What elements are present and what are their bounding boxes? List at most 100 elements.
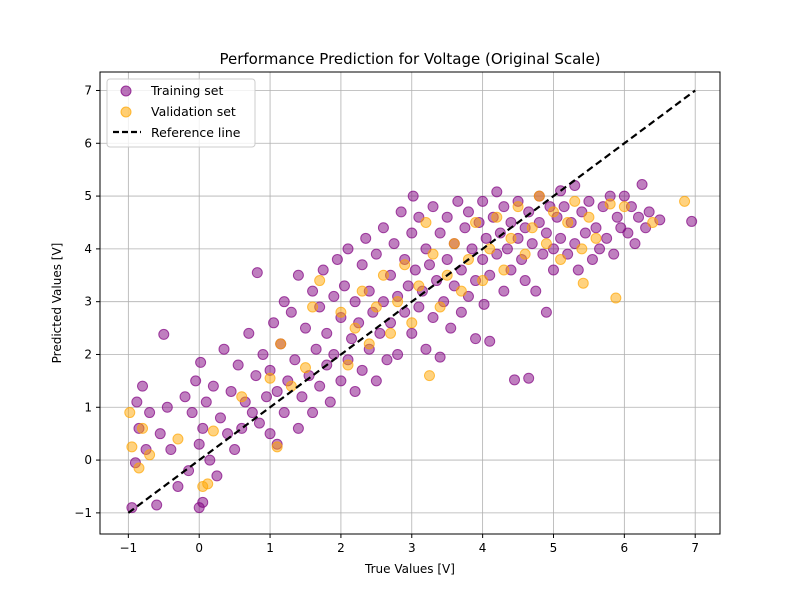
validation-point [434, 301, 446, 313]
validation-point [342, 359, 354, 371]
validation-point [562, 216, 574, 228]
training-point [420, 343, 432, 355]
training-point [601, 232, 613, 244]
validation-point [299, 362, 311, 374]
training-point [328, 290, 340, 302]
validation-point [137, 422, 149, 434]
training-point [583, 195, 595, 207]
y-tick-label: 6 [84, 136, 92, 150]
x-tick-label: 3 [408, 541, 416, 555]
training-point [498, 285, 510, 297]
training-point [328, 348, 340, 360]
training-point [307, 285, 319, 297]
training-point [197, 422, 209, 434]
training-point [392, 348, 404, 360]
training-point [285, 306, 297, 318]
y-tick-label: −1 [74, 506, 92, 520]
training-point [462, 206, 474, 218]
training-point [218, 343, 230, 355]
training-point [243, 327, 255, 339]
validation-point [399, 259, 411, 271]
training-point [611, 211, 623, 223]
training-point [154, 428, 166, 440]
reference-line [127, 89, 696, 514]
x-axis-label: True Values [V] [364, 562, 455, 576]
training-point [349, 296, 361, 308]
training-point [586, 253, 598, 265]
training-point [179, 391, 191, 403]
training-point [399, 306, 411, 318]
validation-point [477, 275, 489, 287]
training-point [331, 253, 343, 265]
validation-point [207, 425, 219, 437]
training-point [608, 248, 620, 260]
training-point [268, 317, 280, 329]
training-point [137, 380, 149, 392]
training-point [480, 232, 492, 244]
training-point [360, 232, 372, 244]
validation-point [540, 238, 552, 250]
training-point [158, 328, 170, 340]
training-point [579, 227, 591, 239]
y-tick-label: 2 [84, 347, 92, 361]
training-point [441, 211, 453, 223]
validation-point [271, 441, 283, 453]
training-point [395, 206, 407, 218]
training-point [484, 335, 496, 347]
validation-point [519, 248, 531, 260]
training-point [406, 327, 418, 339]
training-point [225, 385, 237, 397]
training-point [349, 385, 361, 397]
training-point [572, 264, 584, 276]
training-point [555, 232, 567, 244]
validation-point [124, 407, 136, 419]
training-point [526, 238, 538, 250]
validation-point [133, 462, 145, 474]
training-point [406, 227, 418, 239]
training-point [338, 280, 350, 292]
training-point [540, 227, 552, 239]
legend-label-training: Training set [150, 83, 223, 98]
validation-point [484, 243, 496, 255]
x-tick-label: 2 [337, 541, 345, 555]
validation-point [363, 338, 375, 350]
training-point [370, 248, 382, 260]
validation-point [576, 243, 588, 255]
training-point [207, 380, 219, 392]
validation-point [385, 327, 397, 339]
validation-point [144, 449, 156, 461]
legend-marker-validation [120, 106, 132, 118]
training-point [590, 222, 602, 234]
training-point [144, 407, 156, 419]
training-point [289, 354, 301, 366]
plot-area [124, 89, 698, 514]
training-point [264, 428, 276, 440]
training-point [530, 285, 542, 297]
training-point [299, 322, 311, 334]
training-point [250, 370, 262, 382]
legend-marker-training [120, 85, 132, 97]
training-point [466, 243, 478, 255]
validation-point [583, 211, 595, 223]
training-point [195, 356, 207, 368]
training-point [161, 401, 173, 413]
validation-point [413, 280, 425, 292]
training-point [261, 391, 273, 403]
training-point [356, 364, 368, 376]
x-tick-label: 1 [266, 541, 274, 555]
training-point [253, 417, 265, 429]
training-point [232, 359, 244, 371]
validation-point [314, 275, 326, 287]
training-point [151, 499, 163, 511]
training-point [310, 343, 322, 355]
training-point [381, 354, 393, 366]
validation-point [604, 198, 616, 210]
legend-label-validation: Validation set [151, 104, 236, 119]
training-point [271, 385, 283, 397]
training-point [452, 195, 464, 207]
y-axis-label: Predicted Values [V] [50, 243, 64, 364]
training-point [246, 407, 258, 419]
training-point [307, 407, 319, 419]
training-point [321, 327, 333, 339]
validation-point [370, 301, 382, 313]
